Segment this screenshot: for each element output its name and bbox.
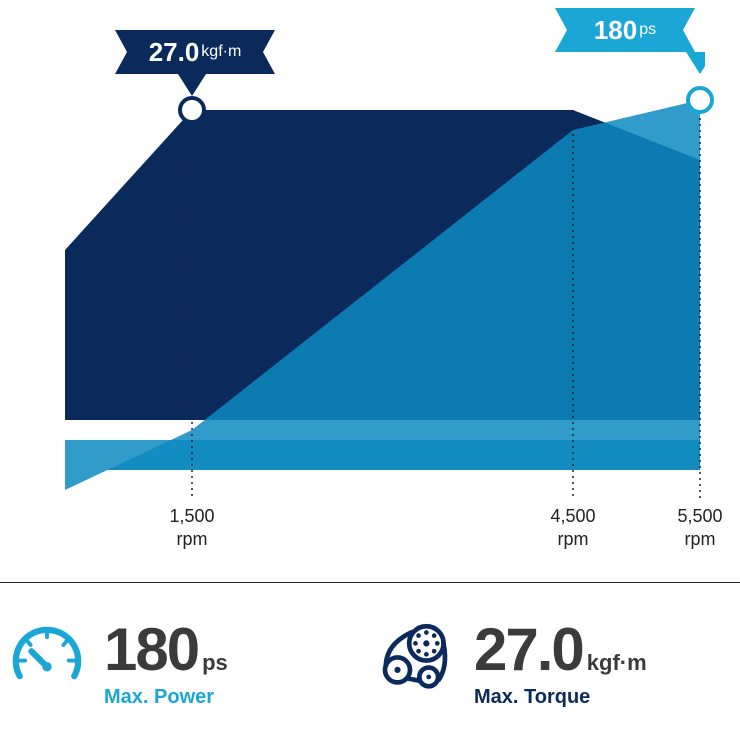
power-badge: 180 ps xyxy=(555,8,705,78)
torque-badge: 27.0 kgf·m xyxy=(115,30,285,100)
x-tick-label: 4,500rpm xyxy=(543,505,603,550)
x-tick-label: 1,500rpm xyxy=(162,505,222,550)
max-power-label: Max. Power xyxy=(104,686,228,709)
section-divider xyxy=(0,582,740,583)
torque-badge-value: 27.0 xyxy=(149,37,200,68)
belt-pulley-icon xyxy=(378,620,456,698)
max-torque-number: 27.0 xyxy=(474,616,583,683)
max-torque-unit: kgf·m xyxy=(587,650,647,675)
engine-performance-figure: 27.0 kgf·m 180 ps 1,500rpm 4,500rpm 5,500r… xyxy=(0,0,740,754)
torque-peak-marker xyxy=(178,96,206,124)
max-power-number: 180 xyxy=(104,616,198,683)
chart-area: 27.0 kgf·m 180 ps 1,500rpm 4,500rpm 5,500r… xyxy=(0,0,740,560)
max-torque-value: 27.0kgf·m xyxy=(474,620,647,680)
power-peak-marker xyxy=(686,86,714,114)
power-badge-unit: ps xyxy=(639,21,656,39)
max-torque-stat: 27.0kgf·m Max. Torque xyxy=(370,600,740,754)
gauge-icon xyxy=(8,620,86,698)
max-torque-label: Max. Torque xyxy=(474,686,647,709)
torque-badge-unit: kgf·m xyxy=(201,43,241,61)
stats-row: 180ps Max. Power xyxy=(0,600,740,754)
max-power-unit: ps xyxy=(202,650,228,675)
max-power-stat: 180ps Max. Power xyxy=(0,600,370,754)
performance-chart-svg xyxy=(0,0,740,560)
max-power-value: 180ps xyxy=(104,620,228,680)
power-badge-value: 180 xyxy=(594,15,637,46)
x-tick-label: 5,500rpm xyxy=(670,505,730,550)
